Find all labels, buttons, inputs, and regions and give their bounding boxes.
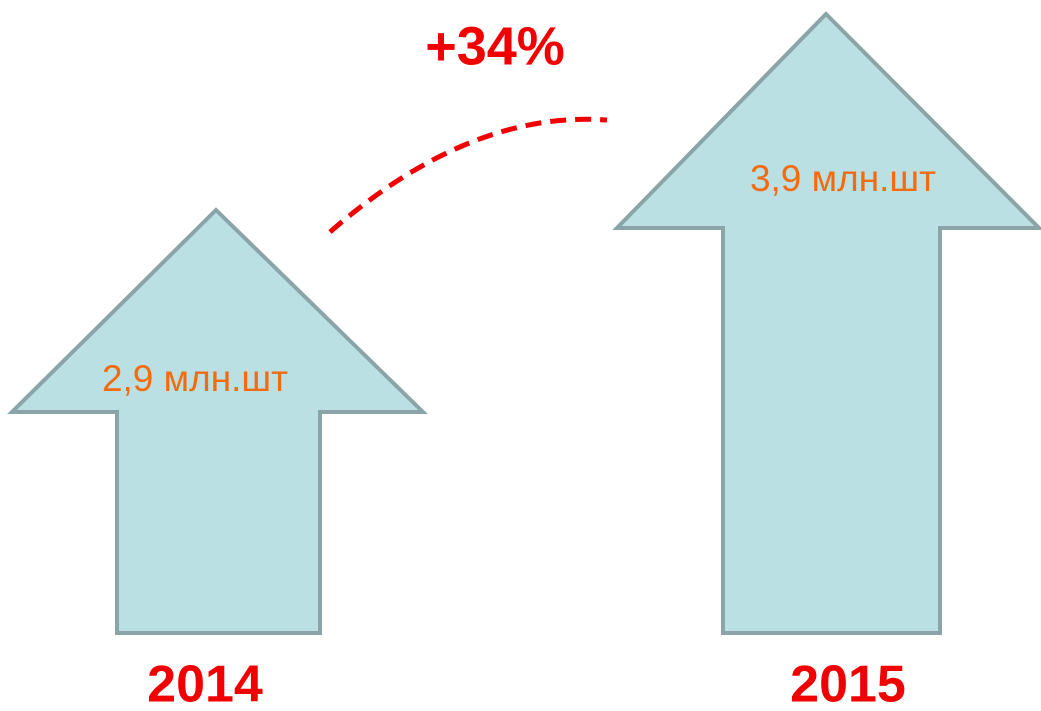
value-label: 2,9 млн.шт — [102, 358, 288, 399]
value-label: 3,9 млн.шт — [750, 158, 936, 199]
arrow-2014 — [7, 207, 428, 635]
growth-curve — [328, 116, 608, 234]
growth-label: +34% — [425, 16, 565, 76]
year-label: 2014 — [147, 656, 263, 711]
arrow-2015 — [612, 11, 1041, 635]
year-label: 2015 — [790, 656, 906, 711]
